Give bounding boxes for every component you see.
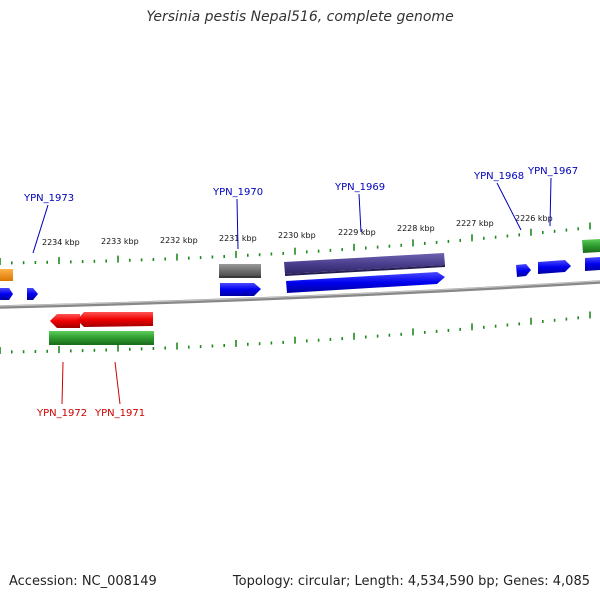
orange-feature[interactable] bbox=[0, 269, 13, 281]
cds-arrow-forward[interactable] bbox=[220, 283, 261, 296]
forward-gene-labels: YPN_1973 YPN_1970 YPN_1969 YPN_1968 YPN_… bbox=[23, 166, 578, 254]
gene-label-forward[interactable]: YPN_1970 bbox=[212, 187, 263, 198]
label-leader bbox=[236, 198, 239, 250]
gray-feature[interactable] bbox=[219, 264, 261, 277]
cds-arrow-reverse[interactable] bbox=[50, 314, 80, 328]
kbp-scale: 2234 kbp 2233 kbp 2232 kbp 2231 kbp 2230… bbox=[42, 214, 553, 247]
accession-text: Accession: NC_008149 bbox=[9, 574, 157, 589]
kbp-label: 2227 kbp bbox=[456, 219, 494, 228]
gene-label-forward[interactable]: YPN_1968 bbox=[473, 171, 524, 182]
label-leader bbox=[358, 193, 362, 233]
map-title: Yersinia pestis Nepal516, complete genom… bbox=[146, 9, 454, 25]
cds-arrow-forward[interactable] bbox=[286, 272, 445, 293]
kbp-label: 2230 kbp bbox=[278, 231, 316, 240]
genome-backbone-highlight bbox=[0, 280, 600, 307]
label-leader bbox=[114, 361, 121, 405]
label-leader bbox=[549, 177, 552, 227]
label-leader bbox=[496, 182, 522, 231]
kbp-label: 2226 kbp bbox=[515, 214, 553, 223]
topology-text: Topology: circular; Length: 4,534,590 bp… bbox=[232, 574, 590, 589]
reverse-gene-labels: YPN_1972 YPN_1971 bbox=[36, 361, 145, 419]
label-leader bbox=[61, 361, 64, 405]
cds-arrow-forward[interactable] bbox=[538, 260, 571, 274]
cds-arrow-forward[interactable] bbox=[585, 257, 600, 271]
green-feature[interactable] bbox=[582, 239, 600, 253]
label-leader bbox=[32, 204, 49, 254]
gene-label-forward[interactable]: YPN_1967 bbox=[527, 166, 578, 177]
cds-arrow-forward[interactable] bbox=[516, 264, 531, 277]
purple-feature[interactable] bbox=[284, 253, 445, 274]
gene-label-reverse[interactable]: YPN_1972 bbox=[36, 408, 87, 419]
green-feature[interactable] bbox=[49, 331, 154, 345]
cds-arrow-reverse[interactable] bbox=[77, 312, 153, 327]
gene-label-forward[interactable]: YPN_1969 bbox=[334, 182, 385, 193]
purple-feature-base bbox=[285, 265, 445, 276]
cds-arrow-forward[interactable] bbox=[0, 288, 13, 300]
forward-strand-features bbox=[0, 239, 600, 300]
inner-tick-ring bbox=[0, 311, 591, 354]
cds-arrow-forward[interactable] bbox=[27, 288, 38, 300]
gene-label-forward[interactable]: YPN_1973 bbox=[23, 193, 74, 204]
kbp-label: 2233 kbp bbox=[101, 237, 139, 246]
gray-feature-base bbox=[219, 276, 261, 278]
genome-backbone bbox=[0, 280, 600, 309]
reverse-strand-features bbox=[49, 312, 154, 345]
gene-label-reverse[interactable]: YPN_1971 bbox=[94, 408, 145, 419]
kbp-label: 2234 kbp bbox=[42, 238, 80, 247]
outer-tick-ring bbox=[0, 222, 591, 265]
kbp-label: 2232 kbp bbox=[160, 236, 198, 245]
kbp-label: 2229 kbp bbox=[338, 228, 376, 237]
kbp-label: 2228 kbp bbox=[397, 224, 435, 233]
